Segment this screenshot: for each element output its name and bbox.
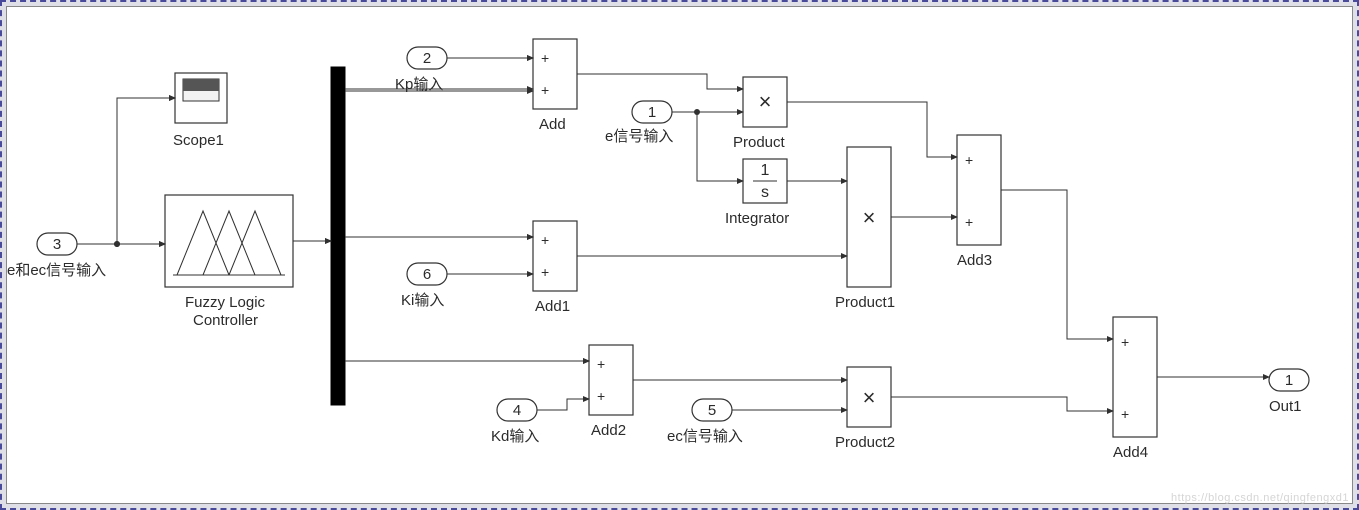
svg-text:+: +	[597, 356, 605, 372]
svg-text:+: +	[541, 82, 549, 98]
outport-1[interactable]: 1	[1269, 369, 1309, 391]
integrator-label: Integrator	[725, 210, 789, 227]
svg-text:×: ×	[863, 385, 876, 410]
svg-text:+: +	[965, 152, 973, 168]
canvas: 3 e和ec信号输入 2 Kp输入 1 e信号输入 6 Ki输入 4 Kd输入 …	[6, 6, 1353, 504]
inport-3-num: 3	[53, 236, 61, 253]
svg-text:+: +	[541, 50, 549, 66]
fuzzy-logic-block[interactable]	[165, 195, 293, 287]
inport-5-label: ec信号输入	[667, 428, 743, 445]
inport-4-num: 4	[513, 402, 521, 419]
product1-block[interactable]: ×	[847, 147, 891, 287]
add-block[interactable]: + +	[533, 39, 577, 109]
add2-label: Add2	[591, 422, 626, 439]
integrator-block[interactable]: 1 s	[743, 159, 787, 203]
inport-1[interactable]: 1	[632, 101, 672, 123]
inport-5[interactable]: 5	[692, 399, 732, 421]
svg-text:+: +	[965, 214, 973, 230]
inport-3[interactable]: 3	[37, 233, 77, 255]
svg-text:+: +	[541, 232, 549, 248]
inport-4[interactable]: 4	[497, 399, 537, 421]
svg-text:+: +	[1121, 406, 1129, 422]
add4-label: Add4	[1113, 444, 1148, 461]
add3-block[interactable]: + +	[957, 135, 1001, 245]
product1-label: Product1	[835, 294, 895, 311]
outport-1-label: Out1	[1269, 398, 1302, 415]
product2-label: Product2	[835, 434, 895, 451]
add-label: Add	[539, 116, 566, 133]
add3-label: Add3	[957, 252, 992, 269]
watermark: https://blog.csdn.net/qingfengxd1	[1171, 492, 1349, 504]
svg-text:×: ×	[759, 89, 772, 114]
fuzzy-label-2: Controller	[193, 312, 258, 329]
inport-2[interactable]: 2	[407, 47, 447, 69]
inport-3-label: e和ec信号输入	[7, 262, 106, 279]
inport-6-num: 6	[423, 266, 431, 283]
add2-block[interactable]: + +	[589, 345, 633, 415]
svg-text:×: ×	[863, 205, 876, 230]
integrator-num: 1	[761, 162, 770, 179]
product-block[interactable]: ×	[743, 77, 787, 127]
inport-6-label: Ki输入	[401, 292, 444, 309]
inport-1-num: 1	[648, 104, 656, 121]
product-label: Product	[733, 134, 786, 151]
inport-5-num: 5	[708, 402, 716, 419]
simulink-diagram: 3 e和ec信号输入 2 Kp输入 1 e信号输入 6 Ki输入 4 Kd输入 …	[0, 0, 1359, 510]
inport-2-label: Kp输入	[395, 76, 443, 93]
svg-text:+: +	[597, 388, 605, 404]
integrator-den: s	[761, 184, 769, 201]
add4-block[interactable]: + +	[1113, 317, 1157, 437]
product2-block[interactable]: ×	[847, 367, 891, 427]
outport-1-num: 1	[1285, 372, 1293, 389]
add1-label: Add1	[535, 298, 570, 315]
demux-block[interactable]	[331, 67, 345, 405]
inport-1-label: e信号输入	[605, 128, 673, 145]
svg-text:+: +	[541, 264, 549, 280]
scope1-block[interactable]	[175, 73, 227, 123]
add1-block[interactable]: + +	[533, 221, 577, 291]
diagram-svg: 3 e和ec信号输入 2 Kp输入 1 e信号输入 6 Ki输入 4 Kd输入 …	[7, 7, 1354, 505]
inport-2-num: 2	[423, 50, 431, 67]
fuzzy-label-1: Fuzzy Logic	[185, 294, 266, 311]
scope1-label: Scope1	[173, 132, 224, 149]
svg-text:+: +	[1121, 334, 1129, 350]
inport-4-label: Kd输入	[491, 428, 539, 445]
inport-6[interactable]: 6	[407, 263, 447, 285]
